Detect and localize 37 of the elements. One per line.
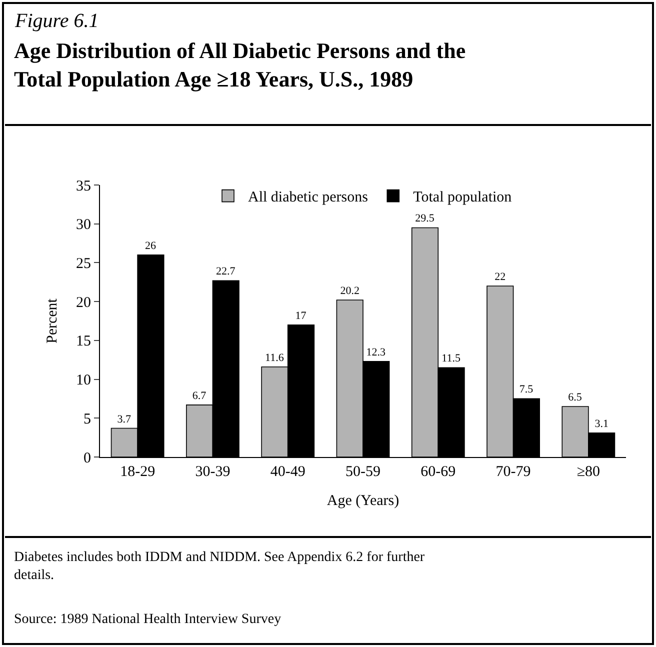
data-label: 22.7 — [216, 266, 236, 278]
data-label: 6.7 — [192, 390, 207, 402]
data-label: 12.3 — [366, 346, 386, 358]
y-tick-label: 15 — [76, 334, 91, 350]
data-label: 7.5 — [519, 384, 534, 396]
data-label: 11.5 — [442, 352, 461, 365]
chart-subtitle: Age Distribution of All Diabetic Persons and the Total Population Age ≥18 Years, U.S., 1989 — [14, 38, 466, 92]
y-tick-label: 25 — [76, 256, 91, 272]
x-tick-label: 30-39 — [195, 464, 230, 480]
x-tick-label: 70-79 — [496, 464, 531, 480]
data-label: 3.7 — [117, 413, 132, 426]
legend-label: Total population — [413, 190, 512, 206]
x-tick-label: 60-69 — [420, 464, 456, 480]
x-axis-title: Age (Years) — [326, 493, 400, 509]
data-label: 22 — [494, 271, 506, 284]
data-label: 3.1 — [594, 418, 608, 430]
data-label: 17 — [295, 310, 307, 322]
text: Diabetes includes both IDDM and NIDDM. See Appendix 6.2 for further details. — [14, 550, 425, 584]
y-tick-label: 10 — [76, 372, 91, 389]
x-tick-label: 40-49 — [270, 464, 306, 480]
source-note: Source: 1989 National Health Interview Survey — [14, 612, 282, 627]
data-label: 6.5 — [568, 391, 582, 404]
legend-label: All diabetic persons — [248, 190, 368, 206]
x-tick-label: 50-59 — [346, 464, 380, 480]
x-tick-label: 18-29 — [120, 464, 156, 480]
y-tick-label: 35 — [76, 178, 91, 194]
y-tick-label: 0 — [84, 450, 91, 466]
data-label: 20.2 — [340, 285, 360, 298]
data-label: 29.5 — [415, 212, 435, 225]
x-tick-label: ≥80 — [576, 464, 600, 480]
y-tick-label: 5 — [84, 411, 91, 428]
data-label: 11.6 — [265, 352, 284, 364]
chart-title: Figure 6.1 — [14, 10, 99, 32]
y-tick-label: 20 — [76, 294, 91, 311]
data-label: 26 — [144, 240, 156, 252]
y-axis-title: Percent — [44, 298, 60, 344]
y-tick-label: 30 — [76, 217, 91, 234]
